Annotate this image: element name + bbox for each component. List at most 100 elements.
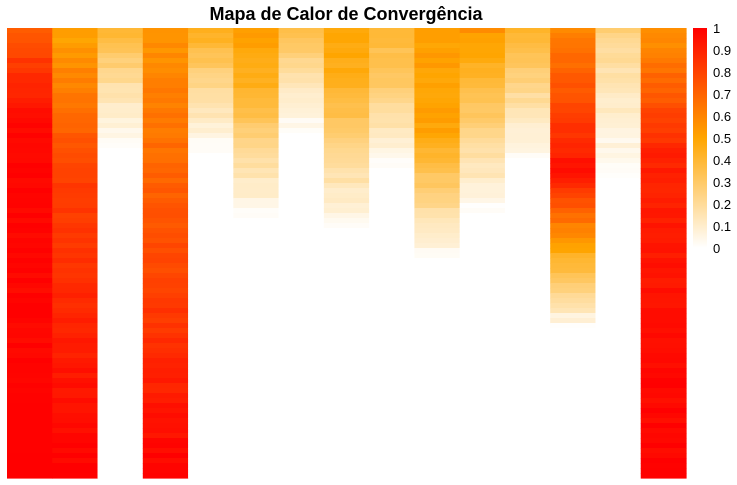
- heatmap-cell: [504, 73, 551, 79]
- heatmap-cell: [7, 243, 53, 249]
- heatmap-cell: [595, 98, 642, 104]
- heatmap-cell: [323, 393, 370, 399]
- heatmap-cell: [459, 388, 506, 394]
- heatmap-cell: [188, 268, 234, 274]
- heatmap-cell: [640, 353, 687, 359]
- heatmap-cell: [97, 403, 144, 409]
- heatmap-cell: [188, 443, 234, 449]
- heatmap-cell: [369, 233, 415, 239]
- heatmap-cell: [52, 98, 99, 104]
- heatmap-cell: [323, 158, 370, 164]
- heatmap-cell: [369, 33, 415, 39]
- heatmap-cell: [640, 348, 687, 354]
- heatmap-cell: [504, 258, 551, 264]
- heatmap-cell: [188, 213, 234, 219]
- heatmap-cell: [414, 193, 461, 199]
- heatmap-cell: [142, 33, 189, 39]
- heatmap-cell: [595, 163, 642, 169]
- heatmap-cell: [52, 383, 99, 389]
- heatmap-cell: [142, 158, 189, 164]
- heatmap-cell: [233, 193, 280, 199]
- heatmap-cell: [550, 58, 597, 64]
- heatmap-cell: [414, 58, 461, 64]
- heatmap-cell: [414, 258, 461, 264]
- heatmap-cell: [459, 163, 506, 169]
- heatmap-cell: [595, 148, 642, 154]
- heatmap-cell: [640, 378, 687, 384]
- heatmap-cell: [188, 278, 234, 284]
- heatmap-cell: [188, 148, 234, 154]
- heatmap-cell: [504, 273, 551, 279]
- heatmap-cell: [640, 423, 687, 429]
- heatmap-cell: [323, 283, 370, 289]
- heatmap-cell: [550, 468, 597, 474]
- heatmap-cell: [459, 98, 506, 104]
- colorbar-tick-label: 0.3: [713, 175, 731, 190]
- heatmap-cell: [414, 38, 461, 44]
- heatmap-cell: [414, 303, 461, 309]
- heatmap-cell: [97, 238, 144, 244]
- heatmap-cell: [550, 328, 597, 334]
- heatmap-cell: [233, 88, 280, 94]
- heatmap-cell: [52, 428, 99, 434]
- heatmap-cell: [97, 463, 144, 469]
- heatmap-cell: [52, 33, 99, 39]
- heatmap-cell: [504, 48, 551, 54]
- heatmap-cell: [323, 328, 370, 334]
- heatmap-cell: [414, 208, 461, 214]
- heatmap-cell: [459, 308, 506, 314]
- heatmap-cell: [459, 333, 506, 339]
- heatmap-cell: [188, 78, 234, 84]
- heatmap-cell: [188, 208, 234, 214]
- heatmap-cell: [97, 333, 144, 339]
- heatmap-cell: [7, 128, 53, 134]
- heatmap-cell: [97, 48, 144, 54]
- heatmap-cell: [459, 228, 506, 234]
- heatmap-cell: [550, 203, 597, 209]
- heatmap-cell: [97, 213, 144, 219]
- heatmap-cell: [414, 373, 461, 379]
- heatmap-cell: [640, 253, 687, 259]
- heatmap-cell: [459, 88, 506, 94]
- heatmap-cell: [323, 38, 370, 44]
- heatmap-cell: [459, 313, 506, 319]
- heatmap-cell: [97, 408, 144, 414]
- colorbar-tick-label: 0: [713, 241, 720, 256]
- heatmap-cell: [233, 233, 280, 239]
- heatmap-cell: [640, 48, 687, 54]
- heatmap-cell: [459, 193, 506, 199]
- heatmap-cell: [459, 323, 506, 329]
- heatmap-cell: [504, 178, 551, 184]
- heatmap-cell: [142, 143, 189, 149]
- heatmap-cell: [459, 443, 506, 449]
- heatmap-cell: [504, 58, 551, 64]
- heatmap-cell: [323, 273, 370, 279]
- heatmap-cell: [459, 413, 506, 419]
- heatmap-cell: [188, 63, 234, 69]
- heatmap-cell: [369, 403, 415, 409]
- heatmap-cell: [550, 348, 597, 354]
- heatmap-cell: [188, 143, 234, 149]
- heatmap-cell: [595, 58, 642, 64]
- heatmap-cell: [459, 258, 506, 264]
- heatmap-cell: [278, 358, 325, 364]
- heatmap-cell: [640, 288, 687, 294]
- heatmap-cell: [369, 278, 415, 284]
- heatmap-cell: [7, 383, 53, 389]
- heatmap-cell: [550, 358, 597, 364]
- heatmap-cell: [7, 198, 53, 204]
- heatmap-cell: [369, 223, 415, 229]
- heatmap-cell: [550, 28, 597, 34]
- heatmap-cell: [369, 28, 415, 34]
- heatmap-cell: [640, 218, 687, 224]
- heatmap-cell: [142, 118, 189, 124]
- heatmap-cell: [7, 193, 53, 199]
- heatmap-cell: [595, 443, 642, 449]
- heatmap-cell: [369, 123, 415, 129]
- heatmap-cell: [142, 278, 189, 284]
- heatmap-cell: [278, 123, 325, 129]
- heatmap-cell: [233, 403, 280, 409]
- heatmap-cell: [504, 88, 551, 94]
- heatmap-cell: [459, 393, 506, 399]
- heatmap-cell: [550, 428, 597, 434]
